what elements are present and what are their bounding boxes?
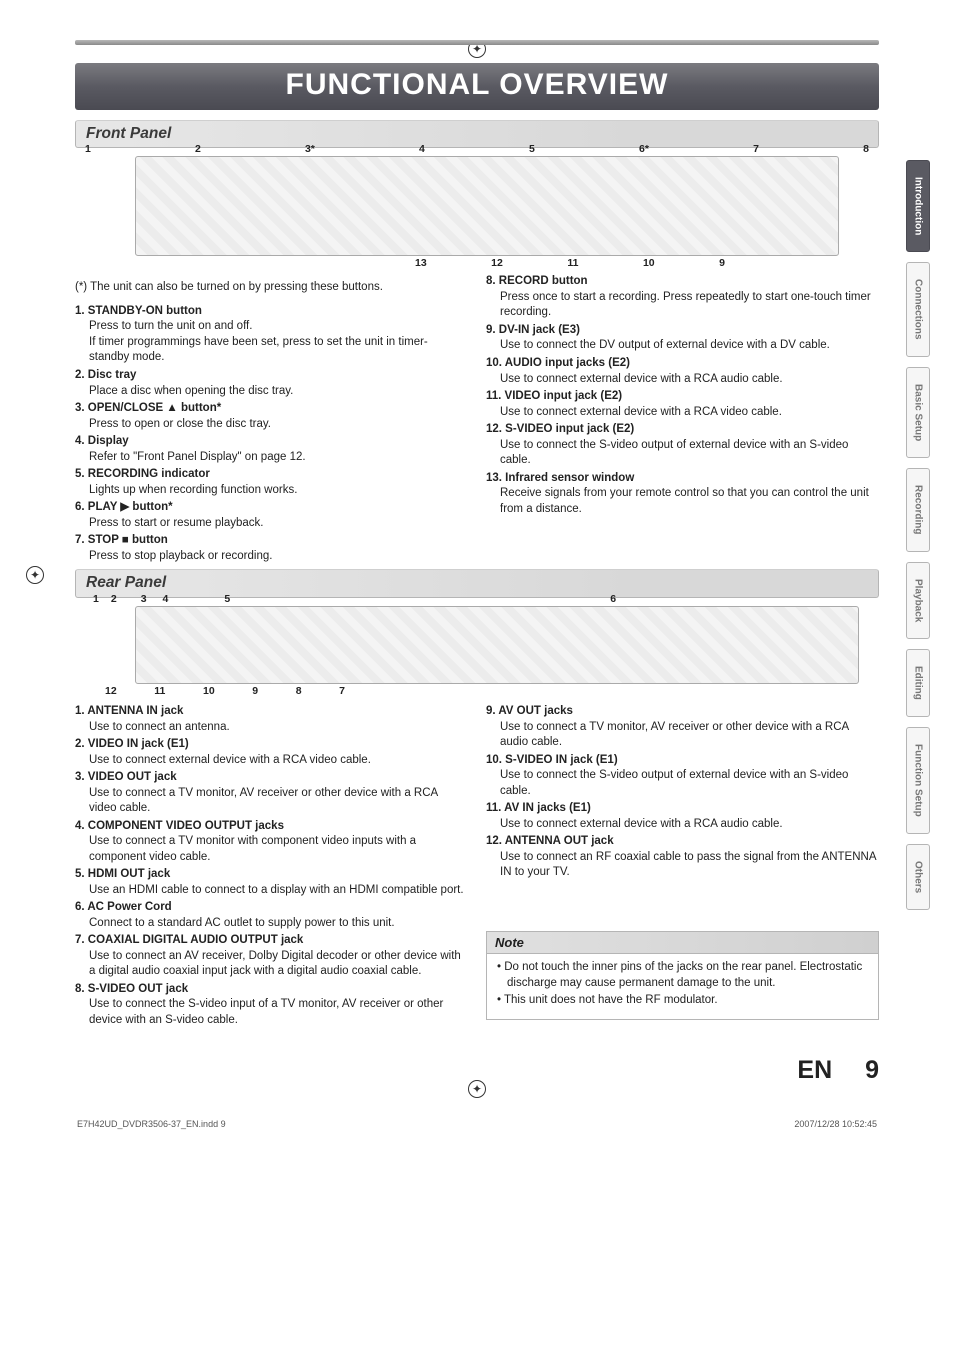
list-item-desc: Use to connect external device with a RC… — [500, 817, 879, 833]
list-item: 6. AC Power Cord Connect to a standard AC… — [75, 900, 468, 931]
page-number: 9 — [865, 1056, 879, 1084]
list-item-title: 1. STANDBY-ON button — [75, 305, 202, 317]
list-item: 13. Infrared sensor window Receive signal… — [486, 471, 879, 518]
list-item: 12. ANTENNA OUT jack Use to connect an RF… — [486, 834, 879, 881]
list-item-title: 9. AV OUT jacks — [486, 705, 573, 717]
list-item: 5. HDMI OUT jack Use an HDMI cable to con… — [75, 867, 468, 898]
front-panel-callouts-bottom: 13 12 11 10 9 — [415, 256, 725, 270]
list-item: 8. S-VIDEO OUT jack Use to connect the S-… — [75, 982, 468, 1029]
note-heading: Note — [486, 931, 879, 955]
list-item: 1. STANDBY-ON button Press to turn the un… — [75, 304, 468, 366]
note-item: Do not touch the inner pins of the jacks… — [507, 960, 868, 991]
list-item: 12. S-VIDEO input jack (E2) Use to connec… — [486, 422, 879, 469]
list-item: 10. S-VIDEO IN jack (E1) Use to connect t… — [486, 753, 879, 800]
list-item: 6. PLAY ▶ button* Press to start or resum… — [75, 500, 468, 531]
lang-label: EN — [797, 1056, 832, 1084]
list-item-desc: Use to connect an antenna. — [89, 720, 468, 736]
list-item-desc: Use to connect the S-video output of ext… — [500, 438, 879, 469]
list-item-desc: Press to open or close the disc tray. — [89, 417, 468, 433]
meta-file: E7H42UD_DVDR3506-37_EN.indd 9 — [77, 1118, 226, 1130]
list-item-title: 2. VIDEO IN jack (E1) — [75, 738, 189, 750]
note-item: This unit does not have the RF modulator… — [507, 993, 868, 1009]
list-item: 3. OPEN/CLOSE ▲ button* Press to open or … — [75, 401, 468, 432]
list-item: 11. VIDEO input jack (E2) Use to connect … — [486, 389, 879, 420]
front-panel-list-right: 8. RECORD button Press once to start a re… — [486, 274, 879, 517]
top-rule — [75, 40, 879, 45]
front-panel-list-left: 1. STANDBY-ON button Press to turn the un… — [75, 304, 468, 564]
list-item-desc: Use to connect an RF coaxial cable to pa… — [500, 850, 879, 881]
list-item-desc: Press to stop playback or recording. — [89, 549, 468, 565]
list-item-desc: Use to connect a TV monitor with compone… — [89, 834, 468, 865]
list-item-desc: Use to connect the DV output of external… — [500, 338, 879, 354]
list-item: 3. VIDEO OUT jack Use to connect a TV mon… — [75, 770, 468, 817]
front-panel-callouts-top: 1 2 3* 4 5 6* 7 8 — [75, 142, 879, 156]
list-item-desc: Press to turn the unit on and off. If ti… — [89, 319, 468, 366]
list-item: 11. AV IN jacks (E1) Use to connect exter… — [486, 801, 879, 832]
list-item-desc: Use to connect a TV monitor, AV receiver… — [89, 786, 468, 817]
asterisk-note: (*) The unit can also be turned on by pr… — [75, 280, 468, 296]
rear-panel-figure — [135, 606, 859, 684]
list-item: 9. AV OUT jacks Use to connect a TV monit… — [486, 704, 879, 751]
list-item-title: 9. DV-IN jack (E3) — [486, 324, 580, 336]
rear-panel-callouts-bottom: 12 11 10 9 8 7 — [105, 684, 345, 698]
list-item-title: 2. Disc tray — [75, 369, 136, 381]
list-item-title: 5. RECORDING indicator — [75, 468, 210, 480]
list-item-title: 8. RECORD button — [486, 275, 588, 287]
list-item-title: 3. OPEN/CLOSE ▲ button* — [75, 402, 221, 414]
print-meta: E7H42UD_DVDR3506-37_EN.indd 9 2007/12/28… — [75, 1118, 879, 1130]
note-body: Do not touch the inner pins of the jacks… — [486, 954, 879, 1020]
list-item-title: 10. AUDIO input jacks (E2) — [486, 357, 630, 369]
rear-panel-list-right: 9. AV OUT jacks Use to connect a TV monit… — [486, 704, 879, 881]
list-item-title: 4. Display — [75, 435, 129, 447]
list-item-title: 4. COMPONENT VIDEO OUTPUT jacks — [75, 820, 284, 832]
list-item-title: 12. S-VIDEO input jack (E2) — [486, 423, 634, 435]
page-title: FUNCTIONAL OVERVIEW — [75, 63, 879, 110]
list-item-desc: Use an HDMI cable to connect to a displa… — [89, 883, 468, 899]
list-item-title: 7. STOP ■ button — [75, 534, 168, 546]
list-item-desc: Use to connect external device with a RC… — [500, 405, 879, 421]
list-item-title: 5. HDMI OUT jack — [75, 868, 170, 880]
list-item-title: 12. ANTENNA OUT jack — [486, 835, 614, 847]
list-item: 7. STOP ■ button Press to stop playback o… — [75, 533, 468, 564]
list-item-title: 8. S-VIDEO OUT jack — [75, 983, 188, 995]
list-item-desc: Refer to "Front Panel Display" on page 1… — [89, 450, 468, 466]
rear-panel-callouts-top: 1 2 3 4 5 6 — [81, 592, 641, 606]
list-item: 5. RECORDING indicator Lights up when rec… — [75, 467, 468, 498]
list-item-desc: Use to connect an AV receiver, Dolby Dig… — [89, 949, 468, 980]
list-item-desc: Use to connect external device with a RC… — [89, 753, 468, 769]
list-item-desc: Press to start or resume playback. — [89, 516, 468, 532]
list-item: 2. Disc tray Place a disc when opening th… — [75, 368, 468, 399]
rear-panel-list-left: 1. ANTENNA IN jack Use to connect an ante… — [75, 704, 468, 1028]
list-item: 10. AUDIO input jacks (E2) Use to connect… — [486, 356, 879, 387]
list-item-desc: Use to connect a TV monitor, AV receiver… — [500, 720, 879, 751]
list-item-desc: Connect to a standard AC outlet to suppl… — [89, 916, 468, 932]
list-item: 8. RECORD button Press once to start a re… — [486, 274, 879, 321]
list-item: 1. ANTENNA IN jack Use to connect an ante… — [75, 704, 468, 735]
page-footer: EN 9 — [75, 1054, 879, 1088]
list-item-desc: Receive signals from your remote control… — [500, 486, 879, 517]
list-item-title: 11. VIDEO input jack (E2) — [486, 390, 622, 402]
list-item: 4. COMPONENT VIDEO OUTPUT jacks Use to co… — [75, 819, 468, 866]
list-item-desc: Press once to start a recording. Press r… — [500, 290, 879, 321]
list-item-desc: Use to connect the S-video input of a TV… — [89, 997, 468, 1028]
list-item-title: 6. PLAY ▶ button* — [75, 501, 173, 513]
front-panel-figure — [135, 156, 839, 256]
list-item-title: 7. COAXIAL DIGITAL AUDIO OUTPUT jack — [75, 934, 303, 946]
list-item-title: 6. AC Power Cord — [75, 901, 172, 913]
list-item-title: 3. VIDEO OUT jack — [75, 771, 177, 783]
meta-stamp: 2007/12/28 10:52:45 — [794, 1118, 877, 1130]
list-item-title: 1. ANTENNA IN jack — [75, 705, 183, 717]
list-item: 9. DV-IN jack (E3) Use to connect the DV … — [486, 323, 879, 354]
list-item: 7. COAXIAL DIGITAL AUDIO OUTPUT jack Use … — [75, 933, 468, 980]
list-item-title: 11. AV IN jacks (E1) — [486, 802, 591, 814]
list-item-title: 13. Infrared sensor window — [486, 472, 634, 484]
list-item-desc: Use to connect the S-video output of ext… — [500, 768, 879, 799]
list-item: 4. Display Refer to "Front Panel Display"… — [75, 434, 468, 465]
list-item-desc: Use to connect external device with a RC… — [500, 372, 879, 388]
list-item: 2. VIDEO IN jack (E1) Use to connect exte… — [75, 737, 468, 768]
list-item-desc: Place a disc when opening the disc tray. — [89, 384, 468, 400]
list-item-desc: Lights up when recording function works. — [89, 483, 468, 499]
list-item-title: 10. S-VIDEO IN jack (E1) — [486, 754, 618, 766]
